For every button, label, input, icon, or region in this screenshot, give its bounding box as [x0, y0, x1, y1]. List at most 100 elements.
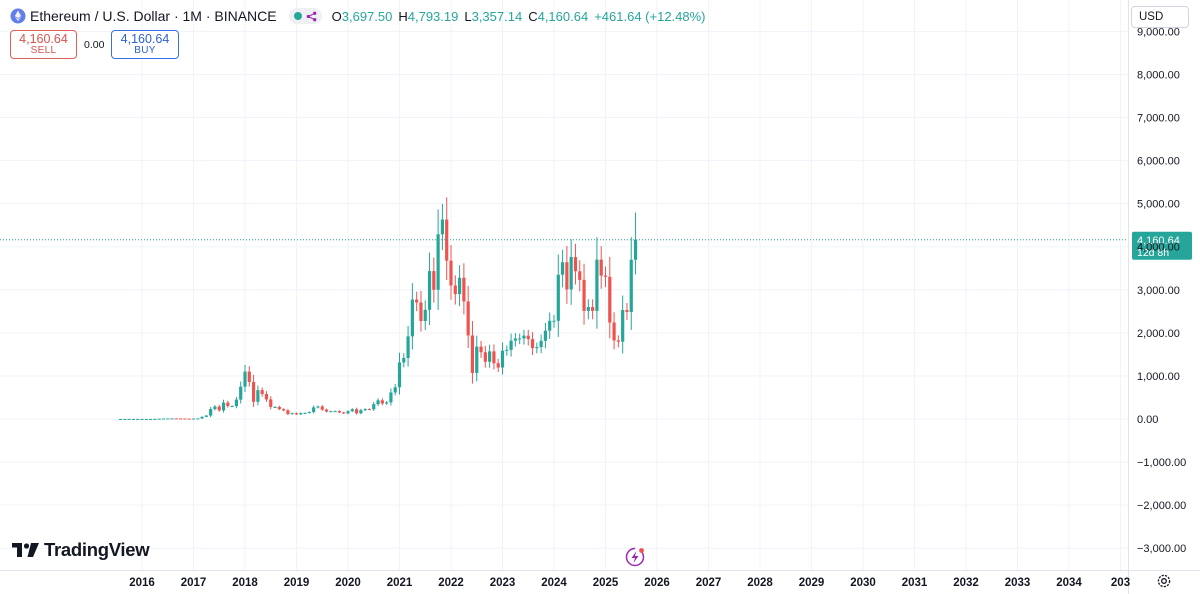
price-tick-label: 2,000.00 [1137, 328, 1180, 340]
ohlc-open: O3,697.50 [331, 8, 393, 24]
candle-body [191, 418, 196, 420]
candle-body [170, 418, 174, 420]
candle-body [256, 390, 260, 402]
price-scale[interactable]: 9,000.00 8,000.00 7,000.00 6,000.00 5,000.00… [1137, 26, 1186, 555]
time-tick-label: 2029 [799, 577, 825, 589]
candle-body [144, 418, 148, 420]
price-tick-label: 0.00 [1137, 414, 1158, 426]
candle-body [445, 219, 449, 261]
sell-price: 4,160.64 [19, 32, 68, 46]
go-to-realtime-button[interactable] [624, 546, 646, 568]
time-tick-label: 2016 [129, 577, 155, 589]
price-tick-label: 8,000.00 [1137, 69, 1180, 81]
time-tick-label: 2033 [1005, 577, 1031, 589]
candle-body [436, 234, 440, 290]
bar-countdown: 12d 8h [1137, 247, 1169, 259]
candle-body [213, 406, 217, 410]
candle-body [543, 330, 548, 341]
candle-body [427, 271, 432, 310]
time-scale[interactable]: 2016 2017 2018 2019 2020 2021 2022 2023 2024 2025… [129, 577, 1130, 589]
candle-body [552, 320, 556, 322]
buy-label: BUY [134, 45, 156, 56]
candle-body [324, 409, 329, 412]
candle-body [187, 418, 191, 420]
ohlc-low: L3,357.14 [464, 8, 523, 24]
go-to-realtime-icon [625, 547, 645, 567]
price-tick-label: −2,000.00 [1137, 500, 1186, 512]
buy-price: 4,160.64 [120, 32, 170, 46]
candle-body [346, 411, 350, 414]
candle-body [161, 418, 166, 420]
candle-body [573, 257, 578, 272]
ohlc-change: +461.64 (+12.48%) [594, 8, 706, 24]
candle-body [582, 279, 586, 311]
candle-body [372, 404, 376, 410]
time-tick-label: 2019 [284, 577, 310, 589]
ohlc-values: O3,697.50 H4,793.19 L3,357.14 C4,160.64 … [332, 9, 706, 24]
symbol-legend: Ethereum / U.S. Dollar · 1M · BINANCE O3… [10, 7, 706, 25]
candle-body [226, 402, 230, 407]
candle-body [286, 410, 290, 415]
candle-body [432, 271, 436, 290]
candle-body [157, 418, 161, 420]
candle-body [127, 418, 131, 420]
candle-body [509, 340, 513, 350]
candle-body [410, 299, 414, 337]
candle-body [565, 262, 569, 290]
candle-body [406, 336, 410, 358]
candle-body [475, 346, 479, 373]
price-tick-label: −3,000.00 [1137, 543, 1186, 555]
ohlc-close: C4,160.64 [528, 8, 589, 24]
candle-body [148, 418, 153, 420]
tradingview-brand[interactable]: TradingView [12, 539, 150, 560]
candle-body [307, 412, 311, 414]
candle-body [586, 307, 590, 311]
time-tick-label: 2024 [541, 577, 567, 589]
time-tick-label: 2018 [232, 577, 258, 589]
candle-body [548, 320, 552, 331]
candle-body [616, 340, 620, 342]
candle-body [500, 350, 505, 368]
candle-body [479, 346, 483, 353]
time-tick-label: 2027 [696, 577, 722, 589]
candle-body [273, 406, 277, 408]
price-tick-label: 3,000.00 [1137, 285, 1180, 297]
time-tick-label: 2023 [490, 577, 516, 589]
time-tick-label: 2025 [593, 577, 619, 589]
candle-body [354, 409, 359, 414]
market-status-pill[interactable] [288, 8, 322, 24]
candle-body [449, 260, 453, 286]
tradingview-logo-icon [12, 543, 39, 557]
settings-gear-icon [1157, 574, 1171, 588]
candle-body [522, 335, 526, 339]
candle-body [251, 381, 256, 402]
candle-body [488, 351, 492, 362]
buy-button[interactable]: 4,160.64 BUY [111, 30, 179, 59]
candle-body [526, 335, 530, 340]
candle-body [569, 257, 573, 290]
candle-body [419, 302, 423, 322]
candle-body [462, 277, 466, 302]
candle-body [402, 357, 406, 363]
candle-body [415, 299, 419, 303]
candle-body [483, 352, 487, 362]
symbol-title[interactable]: Ethereum / U.S. Dollar · 1M · BINANCE [30, 8, 277, 24]
time-tick-label: 2032 [953, 577, 979, 589]
sell-button[interactable]: 4,160.64 SELL [10, 30, 77, 59]
candle-body [440, 219, 445, 235]
currency-selector[interactable]: USD [1131, 6, 1189, 28]
candle-body [342, 412, 346, 414]
time-tick-label: 2026 [644, 577, 670, 589]
price-tick-label: 7,000.00 [1137, 113, 1180, 125]
candle-body [466, 301, 470, 336]
time-tick-label: 2017 [181, 577, 207, 589]
candle-body [423, 309, 427, 322]
time-tick-label: 2028 [747, 577, 773, 589]
candle-body [376, 400, 380, 405]
chart-settings-button[interactable] [1156, 573, 1172, 589]
price-tick-label: 6,000.00 [1137, 156, 1180, 168]
